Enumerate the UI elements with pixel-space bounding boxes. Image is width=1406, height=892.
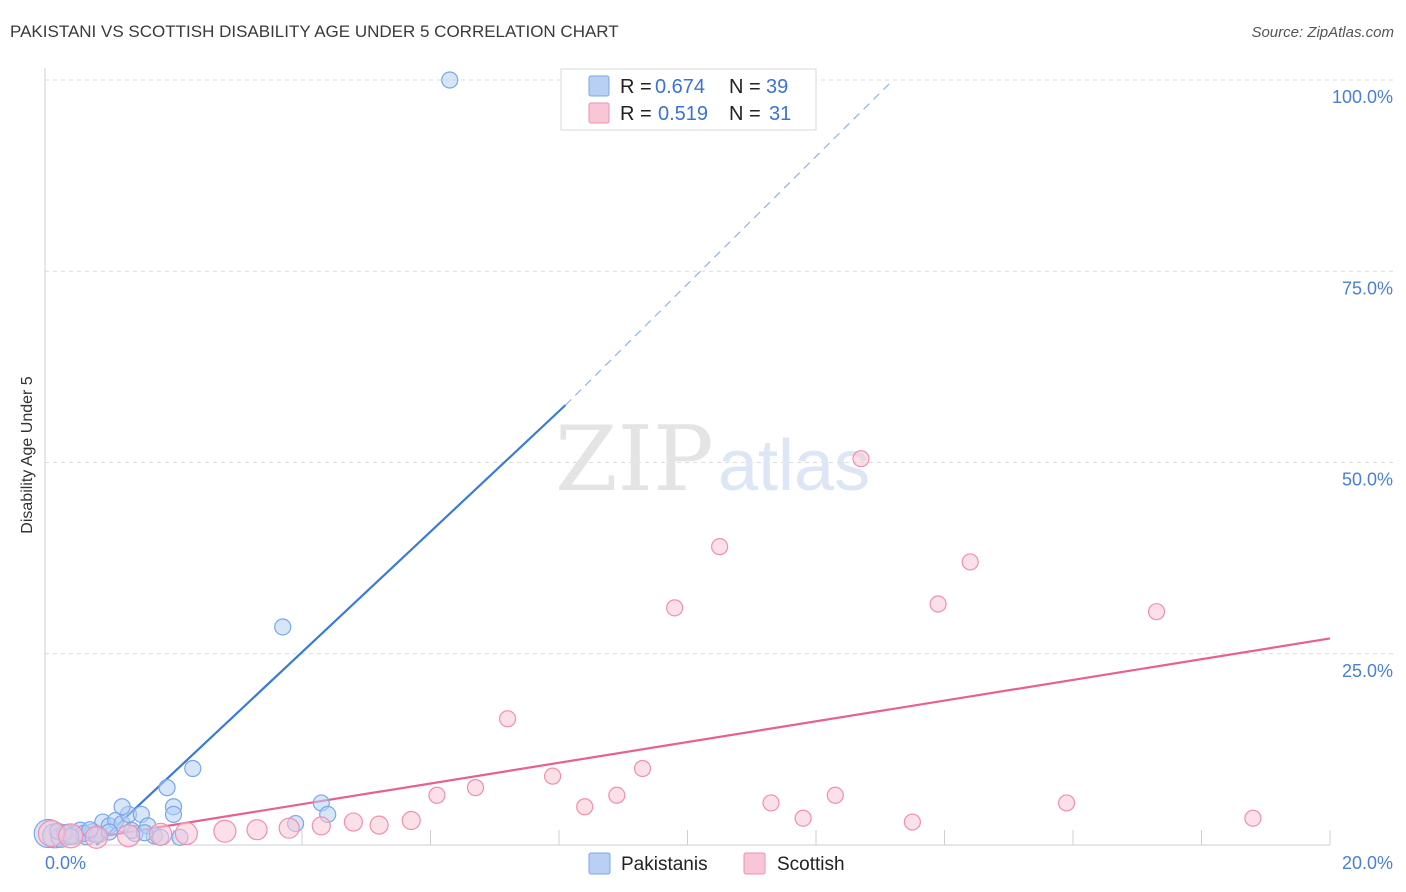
legend-n-value-1: 31 — [769, 103, 791, 125]
point-scottish — [711, 538, 729, 556]
bottom-legend-swatch-scottish — [743, 852, 766, 875]
point-scottish — [961, 553, 979, 571]
point-scottish — [762, 794, 780, 812]
point-scottish — [343, 812, 363, 832]
legend-n-label-1: N = — [729, 103, 761, 125]
point-scottish — [929, 595, 947, 613]
x-tick-label-min: 0.0% — [45, 853, 86, 873]
point-scottish — [1147, 603, 1166, 621]
legend-r-label-1: R = — [620, 103, 652, 125]
legend-n-label-0: N = — [729, 76, 761, 98]
point-scottish — [84, 825, 109, 849]
point-scottish — [576, 798, 594, 816]
point-scottish — [903, 813, 921, 831]
trend-line-pakistanis — [95, 404, 567, 846]
bottom-legend-swatch-pakistanis — [588, 852, 611, 875]
point-scottish — [149, 822, 173, 846]
point-scottish — [58, 823, 84, 849]
point-pakistanis — [274, 618, 292, 636]
legend-swatch-scottish — [588, 102, 610, 124]
watermark-zip: ZIP — [555, 407, 714, 512]
legend-swatch-pakistanis — [588, 75, 610, 97]
legend-n-value-0: 39 — [766, 76, 788, 98]
point-scottish — [1057, 794, 1076, 812]
data-points — [33, 71, 1262, 849]
bottom-legend: Pakistanis Scottish — [588, 852, 845, 875]
y-tick-label: 25.0% — [1342, 661, 1393, 681]
point-pakistanis — [164, 805, 183, 824]
bottom-legend-label-scottish: Scottish — [777, 854, 845, 875]
point-scottish — [826, 786, 844, 804]
point-scottish — [543, 767, 562, 785]
point-scottish — [633, 759, 652, 778]
point-scottish — [369, 815, 389, 835]
point-pakistanis — [184, 759, 202, 778]
watermark: ZIP atlas — [555, 407, 870, 512]
legend-r-value-1: 0.519 — [658, 103, 708, 125]
y-tick-label: 100.0% — [1332, 87, 1393, 107]
point-scottish — [466, 779, 485, 797]
point-scottish — [174, 821, 198, 846]
point-scottish — [401, 810, 421, 831]
point-pakistanis — [158, 779, 176, 797]
axes — [44, 68, 1331, 846]
bottom-legend-label-pakistanis: Pakistanis — [621, 854, 708, 875]
chart-title: PAKISTANI VS SCOTTISH DISABILITY AGE UND… — [10, 22, 619, 41]
point-scottish — [116, 824, 141, 848]
legend-r-value-0: 0.674 — [655, 76, 705, 98]
y-tick-labels: 25.0% 50.0% 75.0% 100.0% — [1332, 87, 1393, 681]
x-tick-label-max: 20.0% — [1342, 853, 1393, 873]
y-tick-label: 75.0% — [1342, 278, 1393, 298]
point-scottish — [213, 819, 237, 843]
point-pakistanis — [113, 798, 131, 816]
point-scottish — [278, 817, 300, 839]
point-scottish — [794, 809, 812, 827]
trend-extension-pakistanis — [565, 79, 894, 406]
point-scottish — [852, 450, 870, 468]
point-scottish — [246, 819, 268, 841]
gridlines — [45, 79, 1395, 655]
point-scottish — [428, 786, 446, 804]
legend-r-label-0: R = — [620, 76, 652, 98]
x-tick-labels: 0.0% 20.0% — [45, 853, 1393, 873]
point-scottish — [666, 599, 684, 617]
y-tick-label: 50.0% — [1342, 470, 1393, 490]
source-label: Source: ZipAtlas.com — [1251, 24, 1394, 41]
point-scottish — [1244, 809, 1262, 827]
watermark-atlas: atlas — [718, 426, 870, 506]
point-scottish — [608, 786, 626, 804]
trend-lines — [95, 79, 1331, 846]
trend-line-scottish — [96, 637, 1331, 839]
legend: R = 0.674 N = 39 R = 0.519 N = 31 — [560, 68, 817, 131]
point-scottish — [311, 816, 331, 836]
point-scottish — [499, 710, 517, 728]
point-pakistanis — [441, 71, 459, 89]
